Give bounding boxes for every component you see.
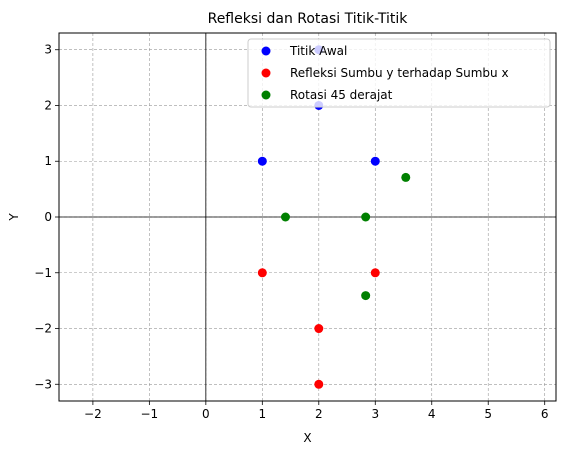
zero-lines [59,33,556,401]
x-axis-label: X [303,431,311,445]
y-tick-label-0: −3 [34,377,52,391]
x-axis-ticks: −2 −1 0 1 2 3 4 5 6 [84,401,549,421]
x-tick-label-4: 2 [315,407,323,421]
point-series1-2 [257,268,267,278]
legend-marker-1 [261,68,271,78]
x-tick-label-8: 6 [541,407,549,421]
x-tick-label-2: 0 [202,407,210,421]
x-tick-label-0: −2 [84,407,102,421]
x-tick-label-5: 3 [371,407,379,421]
point-series2-2 [280,212,290,222]
x-tick-label-7: 5 [484,407,492,421]
point-series0-2 [257,156,267,166]
point-series1-3 [370,268,380,278]
y-axis-label: Y [7,213,21,222]
legend-label-0: Titik Awal [289,44,347,58]
point-series2-1 [361,212,371,222]
point-series0-3 [370,156,380,166]
legend-label-1: Refleksi Sumbu y terhadap Sumbu x [290,66,509,80]
point-series2-3 [361,291,371,301]
y-tick-label-4: 1 [44,154,52,168]
x-tick-label-6: 4 [428,407,436,421]
legend-marker-0 [261,46,271,56]
point-series2-0 [401,172,411,182]
y-axis-ticks: −3 −2 −1 0 1 2 3 [34,43,59,391]
y-tick-label-5: 2 [44,98,52,112]
x-tick-label-1: −1 [141,407,159,421]
legend-box [247,38,551,108]
y-tick-label-3: 0 [44,210,52,224]
legend-marker-2 [261,90,271,100]
point-series1-1 [314,324,324,334]
legend: Titik Awal Refleksi Sumbu y terhadap Sumb… [247,38,551,108]
x-tick-label-3: 1 [258,407,266,421]
y-tick-label-1: −2 [34,322,52,336]
y-tick-label-2: −1 [34,266,52,280]
chart-title: Refleksi dan Rotasi Titik-Titik [208,11,409,27]
y-tick-label-6: 3 [44,43,52,57]
point-series1-0 [314,379,324,389]
legend-label-2: Rotasi 45 derajat [290,88,393,102]
